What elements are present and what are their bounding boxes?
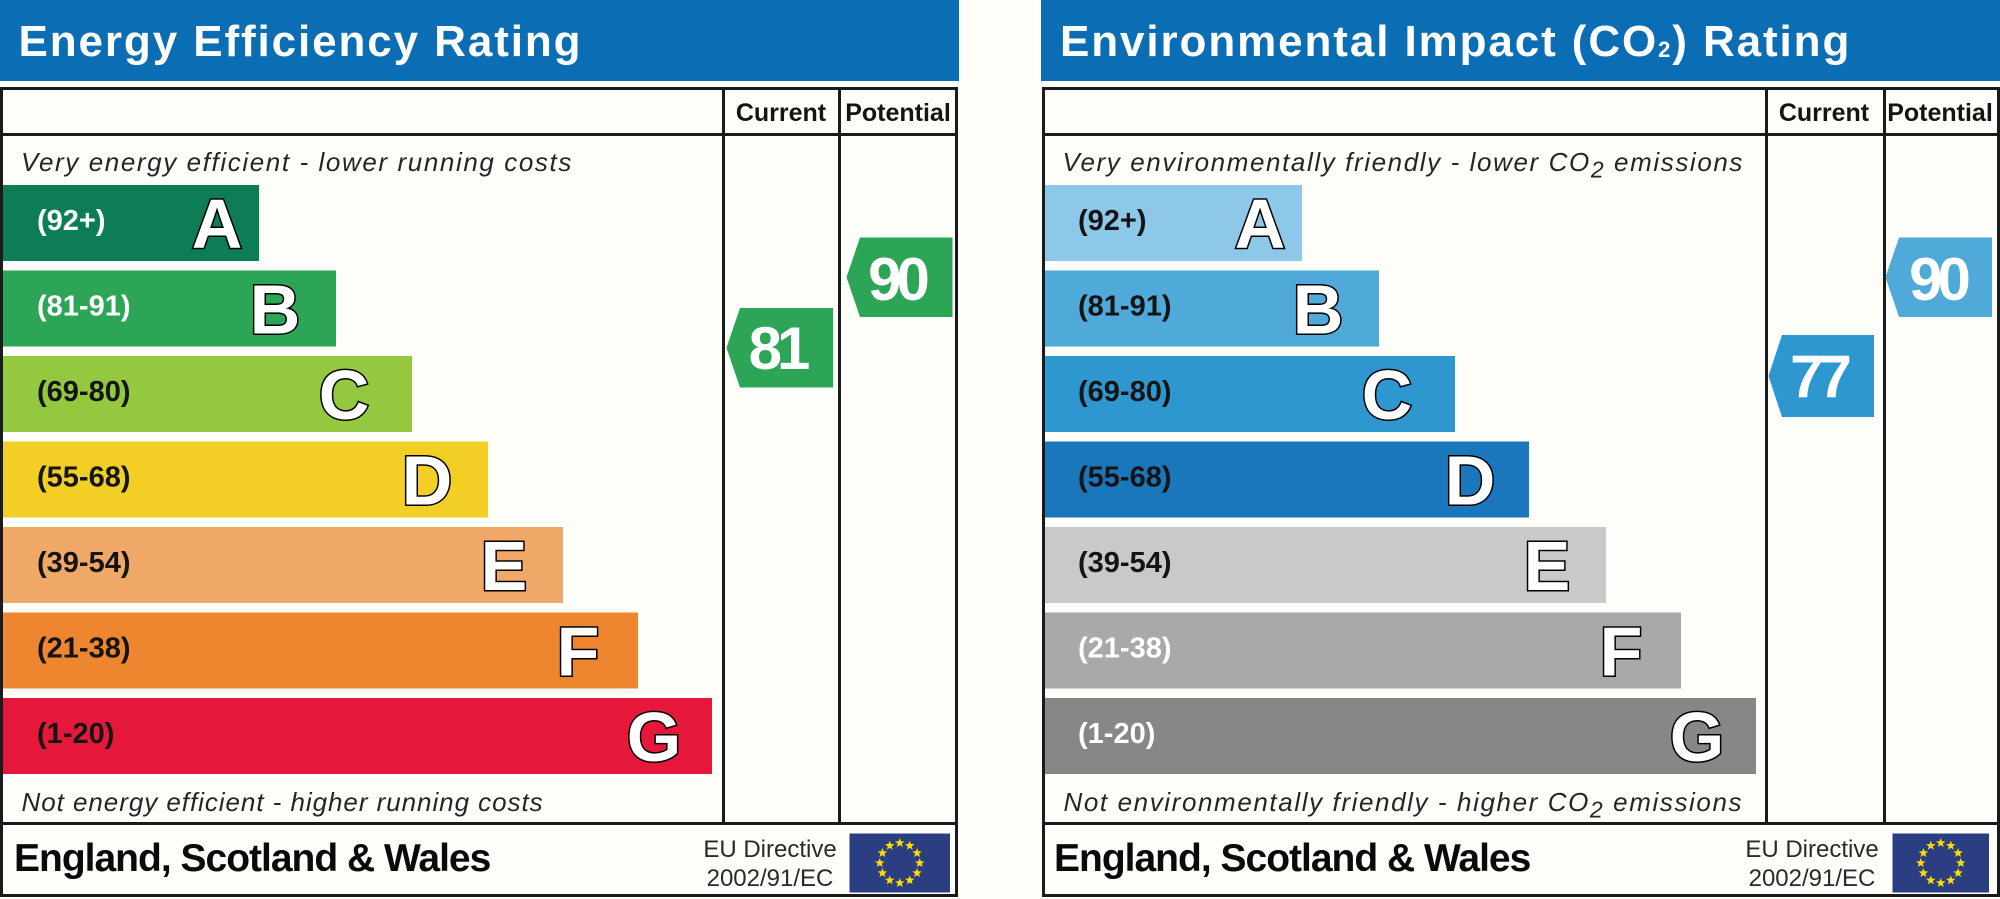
svg-text:B: B [250,271,301,349]
svg-text:(21-38): (21-38) [1078,633,1172,665]
svg-text:EU Directive: EU Directive [1745,836,1878,863]
svg-text:Very environmentally friendly: Very environmentally friendly - lower CO… [1063,147,1745,183]
svg-text:F: F [1600,613,1643,691]
svg-text:(55-68): (55-68) [37,462,131,494]
svg-text:C: C [319,356,370,434]
svg-text:B: B [1293,271,1344,349]
svg-text:90: 90 [1909,246,1968,313]
svg-text:(69-80): (69-80) [37,376,131,408]
svg-text:Energy Efficiency Rating: Energy Efficiency Rating [19,17,583,66]
svg-text:England, Scotland & Wales: England, Scotland & Wales [1054,837,1531,880]
svg-text:E: E [481,527,528,605]
svg-text:A: A [192,185,243,263]
svg-text:(69-80): (69-80) [1078,376,1172,408]
svg-text:(55-68): (55-68) [1078,462,1172,494]
svg-text:Environmental Impact (CO2) Rat: Environmental Impact (CO2) Rating [1060,17,1851,66]
svg-text:E: E [1524,527,1571,605]
svg-text:A: A [1235,185,1286,263]
svg-text:(81-91): (81-91) [1078,291,1172,323]
svg-text:Current: Current [736,99,827,127]
svg-text:(92+): (92+) [37,205,106,237]
svg-text:81: 81 [749,315,809,382]
svg-text:90: 90 [868,246,927,313]
svg-text:2002/91/EC: 2002/91/EC [1749,865,1876,892]
svg-text:77: 77 [1790,343,1849,410]
svg-text:G: G [627,698,681,776]
svg-text:(21-38): (21-38) [37,633,131,665]
svg-text:(1-20): (1-20) [1078,718,1155,750]
svg-text:(81-91): (81-91) [37,291,131,323]
svg-text:D: D [1445,442,1496,520]
svg-text:D: D [402,442,453,520]
svg-text:England, Scotland & Wales: England, Scotland & Wales [14,837,491,880]
svg-text:Not environmentally friendly -: Not environmentally friendly - higher CO… [1064,787,1744,823]
svg-text:Potential: Potential [1887,99,1993,127]
svg-text:(1-20): (1-20) [37,718,114,750]
svg-text:(92+): (92+) [1078,205,1147,237]
svg-text:C: C [1362,356,1413,434]
svg-text:(39-54): (39-54) [37,547,131,579]
svg-text:(39-54): (39-54) [1078,547,1172,579]
svg-text:EU Directive: EU Directive [703,836,836,863]
svg-text:Very energy efficient - lower: Very energy efficient - lower running co… [21,147,573,177]
svg-text:Not energy efficient - higher: Not energy efficient - higher running co… [22,787,544,817]
svg-text:2002/91/EC: 2002/91/EC [707,865,834,892]
svg-text:Current: Current [1779,99,1870,127]
svg-text:Potential: Potential [845,99,951,127]
svg-text:F: F [557,613,600,691]
svg-text:G: G [1670,698,1724,776]
